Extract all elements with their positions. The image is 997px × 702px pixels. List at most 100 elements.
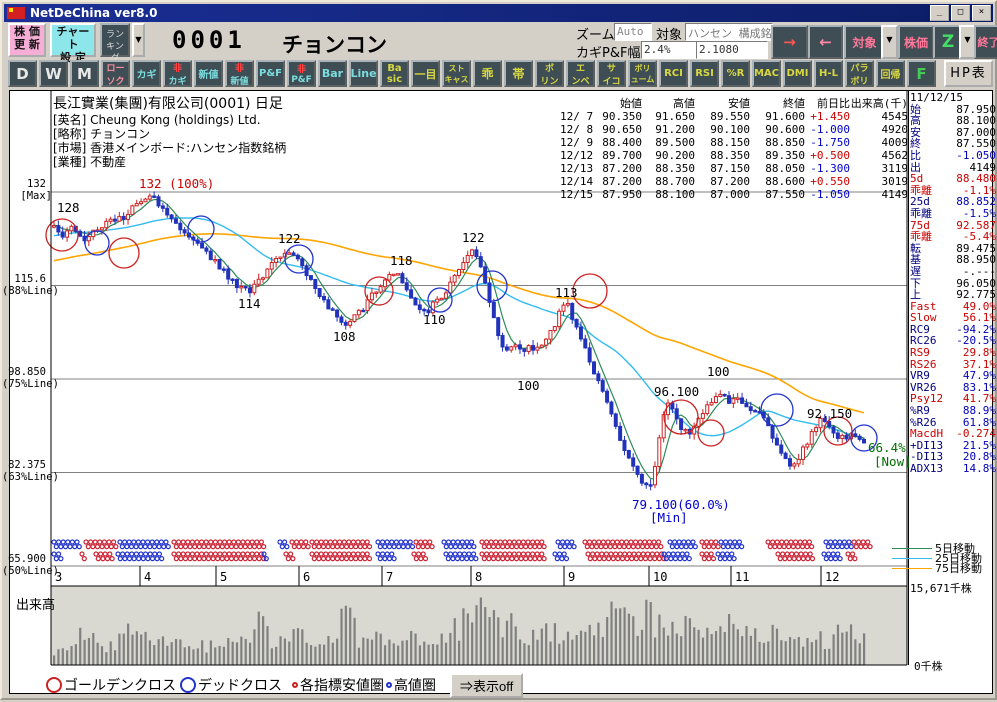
quote-cell: 12/15 xyxy=(560,188,594,201)
toolbar-button-label: 非 xyxy=(173,61,182,74)
toolbar-button-monthly[interactable]: M xyxy=(70,60,99,87)
price-axis-label: 115.6(88%Line) xyxy=(2,274,52,297)
toolbar-button-candle[interactable]: ローソク xyxy=(101,60,130,87)
toolbar-button-rci[interactable]: RCI xyxy=(659,60,688,87)
toolbar-button-kagi[interactable]: カギ xyxy=(132,60,161,87)
minimize-button[interactable]: _ xyxy=(930,5,949,21)
toolbar-button-label: P&F xyxy=(291,75,312,85)
golden-cross-label: ゴールデンクロス xyxy=(64,675,176,695)
kagi-width-field[interactable]: 2.1080 xyxy=(696,41,768,59)
toolbar-button-line[interactable]: Line xyxy=(349,60,378,87)
target-dropdown-arrow[interactable]: ▼ xyxy=(881,25,898,59)
toolbar-button-label: 乖 xyxy=(481,65,493,82)
zoom-field[interactable]: Auto xyxy=(614,23,652,41)
exit-button[interactable]: 終了 xyxy=(974,25,997,59)
target-select-button[interactable]: 対象 xyxy=(844,25,885,59)
indicator-label: 5d xyxy=(910,173,923,185)
toolbar-button-label: DMI xyxy=(787,68,809,79)
toolbar-button-label: カギ xyxy=(168,74,186,87)
toolbar-button-kaiki[interactable]: 回帰 xyxy=(876,60,905,87)
quote-cell: 91.600 xyxy=(750,110,805,123)
toolbar-button-label: ボ xyxy=(545,61,554,74)
quote-cell: 87.200 xyxy=(594,162,642,175)
toolbar-button-label: H-L xyxy=(819,68,838,79)
kabuka-button[interactable]: 株価 xyxy=(898,25,934,59)
china-flag-icon xyxy=(7,7,25,19)
toolbar-button-stochastics[interactable]: ストキャス xyxy=(442,60,471,87)
toolbar-button-label: %R xyxy=(727,68,745,79)
quote-cell: 90.200 xyxy=(642,149,695,162)
hp-display-button[interactable]: HP表示 xyxy=(944,60,993,87)
toolbar-button-ichimoku[interactable]: 一目 xyxy=(411,60,440,87)
price-update-button[interactable]: 株 価更 新 xyxy=(8,23,46,57)
zoom-label: ズーム xyxy=(576,24,615,43)
maximize-button[interactable]: □ xyxy=(951,5,970,21)
quotes-table-header: 始値高値安値終値前日比出来高(千) xyxy=(560,97,908,110)
toolbar-button-percent-r[interactable]: %R xyxy=(721,60,750,87)
quote-cell: 4562 xyxy=(850,149,908,162)
ranking-dropdown-arrow[interactable]: ▼ xyxy=(132,23,145,57)
quote-cell: 87.000 xyxy=(695,188,750,201)
ma-line-swatch xyxy=(892,558,932,559)
toolbar-button-weekly[interactable]: W xyxy=(39,60,68,87)
toolbar-button-psycho[interactable]: サイコ xyxy=(597,60,626,87)
kagi-pct-field[interactable]: 2.4% xyxy=(641,41,697,59)
toolbar-button-dmi[interactable]: DMI xyxy=(783,60,812,87)
column-header: 始値 xyxy=(594,97,642,110)
ranking-button[interactable]: ランキング xyxy=(100,23,130,57)
toolbar-button-rsi[interactable]: RSI xyxy=(690,60,719,87)
indicator-label: 上 xyxy=(910,289,921,301)
toolbar-button-label: キャス xyxy=(445,74,469,85)
toolbar-button-bar[interactable]: Bar xyxy=(318,60,347,87)
target-field[interactable]: ハンセン 構成銘 xyxy=(685,23,773,41)
toolbar-button-shinne[interactable]: 新値 xyxy=(194,60,223,87)
column-header: 高値 xyxy=(642,97,695,110)
toolbar-button-volume[interactable]: ボリューム xyxy=(628,60,657,87)
quote-cell: 88.850 xyxy=(750,136,805,149)
toolbar-button-label: RCI xyxy=(664,68,683,79)
quote-cell: 88.350 xyxy=(695,149,750,162)
dead-cross-icon xyxy=(180,677,196,693)
toolbar-button-parabolic[interactable]: パラボリ xyxy=(845,60,874,87)
toolbar-button-h-l[interactable]: H-L xyxy=(814,60,843,87)
toolbar-button-label: MAC xyxy=(754,68,779,79)
price-axis-value: 98.850 xyxy=(2,367,52,379)
quote-cell: 87.150 xyxy=(695,162,750,175)
quote-cell: +0.500 xyxy=(805,149,850,162)
toolbar-button-label: スト xyxy=(449,63,465,74)
toolbar-button-kairi[interactable]: 乖 xyxy=(473,60,502,87)
toolbar-button-macd[interactable]: MAC xyxy=(752,60,781,87)
toolbar-button-bollinger[interactable]: ボリン xyxy=(535,60,564,87)
quote-cell: +1.450 xyxy=(805,110,850,123)
indicator-label: RS9 xyxy=(910,347,930,359)
indicator-label: 遅 xyxy=(910,266,921,278)
display-off-button[interactable]: ⇒表示off xyxy=(450,673,523,698)
close-button[interactable]: × xyxy=(972,5,991,21)
indicator-value: 14.8% xyxy=(963,463,996,475)
toolbar-button-daily[interactable]: D xyxy=(8,60,37,87)
price-axis-label: 82.375(63%Line) xyxy=(2,460,52,483)
toolbar-button-f[interactable]: F xyxy=(907,60,936,87)
toolbar-button-label: W xyxy=(45,65,62,83)
toolbar-button-hi-kagi[interactable]: 非カギ xyxy=(163,60,192,87)
stock-info-title: 長江實業(集團)有限公司(0001) 日足 xyxy=(53,93,286,113)
toolbar-button-envelope[interactable]: エンベ xyxy=(566,60,595,87)
toolbar-button-label: ューム xyxy=(631,74,655,85)
toolbar-button-label: エ xyxy=(576,61,585,74)
toolbar-button-pf[interactable]: P&F xyxy=(256,60,285,87)
toolbar-button-hi-shinne[interactable]: 非新値 xyxy=(225,60,254,87)
toolbar-button-obi[interactable]: 帯 xyxy=(504,60,533,87)
chart-settings-button[interactable]: チャート設 定 xyxy=(50,23,96,57)
sidebar-indicator-row: 遅-.--- xyxy=(910,266,996,278)
ma-legend-label: 75日移動 xyxy=(935,560,982,576)
prev-button[interactable]: ← xyxy=(808,25,843,59)
indicator-value: -5.4% xyxy=(963,231,996,243)
next-button[interactable]: → xyxy=(771,25,808,59)
